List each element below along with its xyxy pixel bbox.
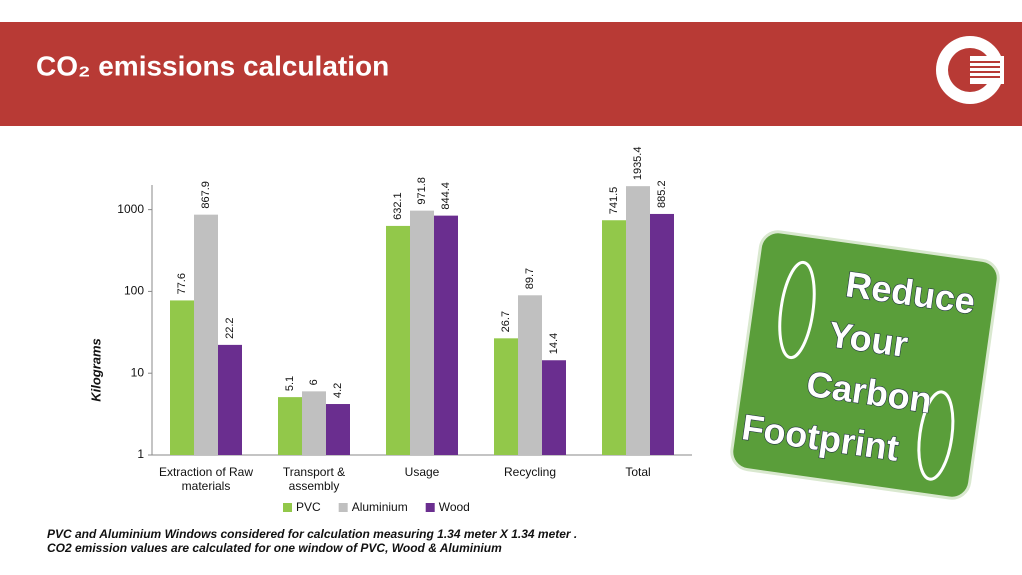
bar xyxy=(386,225,410,455)
value-label: 1935.4 xyxy=(632,147,644,181)
banner xyxy=(0,22,1022,126)
bar xyxy=(278,397,302,455)
value-label: 26.7 xyxy=(500,311,512,332)
legend-label: Aluminium xyxy=(352,500,408,514)
bar xyxy=(494,338,518,455)
value-label: 89.7 xyxy=(524,268,536,289)
bar xyxy=(518,295,542,455)
bar xyxy=(218,344,242,455)
bar xyxy=(650,213,674,455)
bar xyxy=(326,404,350,455)
y-tick-label: 1 xyxy=(137,447,144,461)
x-tick-label: Usage xyxy=(405,465,440,479)
y-tick-label: 100 xyxy=(124,284,144,298)
bar xyxy=(626,186,650,455)
footprint xyxy=(917,390,955,481)
value-label: 885.2 xyxy=(656,180,668,208)
bar xyxy=(542,360,566,455)
footnote: PVC and Aluminium Windows considered for… xyxy=(47,527,577,541)
footnote: CO2 emission values are calculated for o… xyxy=(47,541,502,555)
bar xyxy=(302,391,326,455)
value-label: 6 xyxy=(308,379,320,385)
slide-title: CO₂ emissions calculation xyxy=(36,50,389,81)
y-axis-title: Kilograms xyxy=(88,338,103,402)
value-label: 741.5 xyxy=(608,187,620,215)
logo xyxy=(936,36,1004,104)
y-tick-label: 1000 xyxy=(117,202,144,216)
legend-label: Wood xyxy=(439,500,470,514)
value-label: 14.4 xyxy=(548,333,560,354)
y-tick-label: 10 xyxy=(131,365,145,379)
bar xyxy=(410,210,434,455)
legend-swatch xyxy=(425,503,435,512)
value-label: 844.4 xyxy=(440,182,452,210)
legend-label: PVC xyxy=(296,500,321,514)
value-label: 5.1 xyxy=(284,376,296,391)
x-tick-label: Total xyxy=(625,465,650,479)
value-label: 632.1 xyxy=(392,192,404,220)
legend-swatch xyxy=(338,503,348,512)
value-label: 77.6 xyxy=(176,273,188,294)
bar xyxy=(170,300,194,455)
x-tick-label: Recycling xyxy=(504,465,556,479)
footprint xyxy=(778,260,816,360)
value-label: 867.9 xyxy=(200,181,212,209)
x-tick-label: Extraction of Raw materials xyxy=(159,465,253,493)
bar xyxy=(434,215,458,455)
legend-swatch xyxy=(283,503,292,512)
x-tick-label: Transport & assembly xyxy=(283,465,345,493)
bar xyxy=(194,214,218,455)
value-label: 971.8 xyxy=(416,177,428,205)
value-label: 22.2 xyxy=(224,317,236,338)
bar xyxy=(602,220,626,455)
value-label: 4.2 xyxy=(332,383,344,398)
